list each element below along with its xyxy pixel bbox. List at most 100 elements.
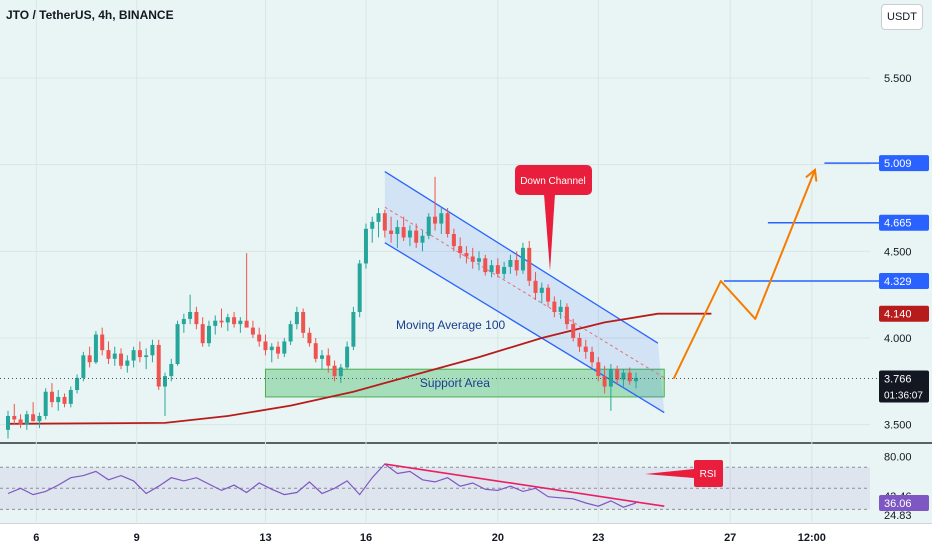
candle: [577, 332, 582, 352]
candle: [539, 282, 544, 304]
candle: [370, 216, 375, 243]
candle-body: [169, 364, 174, 377]
candle: [458, 237, 463, 259]
candle: [250, 320, 255, 338]
candle-body: [389, 230, 394, 234]
candle-body: [125, 360, 130, 366]
candle: [112, 346, 117, 366]
candle-body: [163, 376, 167, 387]
candle: [6, 410, 10, 439]
candle-body: [445, 213, 450, 234]
candle-body: [489, 265, 494, 273]
candle-body: [520, 247, 525, 271]
candle-body: [451, 234, 456, 247]
candle-body: [49, 391, 54, 403]
x-tick-label: 9: [134, 532, 140, 544]
candle-body: [213, 320, 218, 326]
candle-body: [426, 216, 431, 236]
candle-body: [546, 287, 551, 302]
x-tick-label: 6: [33, 532, 39, 544]
down-channel-callout: Down Channel: [515, 165, 592, 271]
price-label-text: 4.665: [884, 218, 912, 230]
candle: [477, 251, 481, 271]
moving-average-label: Moving Average 100: [396, 318, 506, 332]
candle-body: [539, 287, 544, 293]
candle-body: [181, 318, 186, 325]
x-tick-label: 27: [724, 532, 736, 544]
candle: [546, 284, 551, 307]
candle-body: [395, 227, 400, 234]
candle: [445, 208, 450, 238]
candle: [144, 348, 149, 370]
candle: [301, 308, 306, 338]
candle: [200, 317, 205, 347]
callout-box: [515, 165, 592, 195]
x-tick-label: 16: [360, 532, 372, 544]
candle: [131, 346, 136, 368]
candle: [621, 369, 626, 387]
candle-body: [87, 355, 92, 363]
callout-label: RSI: [700, 469, 717, 480]
moving-average-line: [7, 312, 712, 425]
candle-body: [219, 320, 224, 323]
candle-body: [502, 266, 507, 274]
candle-body: [552, 301, 557, 312]
candle-body: [131, 350, 136, 361]
candle: [75, 374, 80, 394]
candle-body: [332, 365, 337, 377]
candle-body: [37, 416, 42, 422]
price-label-badge: [879, 272, 929, 289]
candle-body: [100, 334, 105, 351]
callout-shape: [645, 460, 723, 487]
candle: [590, 346, 595, 368]
rsi-trendline: [384, 463, 665, 507]
candle: [395, 220, 400, 248]
candle: [357, 260, 362, 318]
candle-body: [470, 256, 475, 262]
candle: [56, 390, 61, 411]
candle: [24, 410, 29, 430]
price-label-badge: [879, 214, 929, 231]
candle-body: [326, 355, 331, 366]
candle-body: [144, 355, 149, 358]
candle: [18, 414, 23, 429]
candle: [137, 341, 142, 363]
candle: [571, 318, 576, 342]
candle: [508, 254, 513, 274]
candle: [68, 386, 73, 408]
candle: [188, 294, 193, 325]
y-tick-label: 4.000: [884, 333, 912, 345]
price-label-text: 3.766: [884, 374, 912, 386]
candle-body: [206, 325, 211, 344]
currency-selector-button[interactable]: USDT: [881, 4, 923, 30]
candle-body: [81, 355, 86, 378]
candle-body: [464, 253, 469, 257]
chart-title: JTO / TetherUS, 4h, BINANCE: [6, 8, 174, 22]
candle-body: [263, 341, 268, 351]
candle: [502, 261, 507, 280]
candle-body: [634, 377, 638, 382]
candle: [602, 365, 607, 394]
x-tick-label: 23: [592, 532, 604, 544]
candle: [87, 346, 92, 368]
candle: [489, 260, 494, 278]
candle-body: [602, 376, 607, 387]
candle: [558, 299, 563, 319]
candle-body: [596, 362, 601, 377]
candle-body: [257, 334, 262, 342]
candle: [163, 372, 167, 416]
candle-body: [621, 372, 626, 380]
candle: [470, 247, 475, 269]
candle-body: [31, 414, 36, 422]
candle-body: [150, 344, 155, 356]
price-label-text: 4.140: [884, 309, 912, 321]
candle: [232, 312, 237, 328]
candle: [294, 306, 299, 330]
candle: [169, 358, 174, 382]
candle: [206, 320, 211, 347]
price-label-text: 4.329: [884, 276, 912, 288]
projection-arrowhead: [805, 167, 818, 182]
x-tick-label: 20: [492, 532, 504, 544]
candle: [213, 315, 218, 335]
